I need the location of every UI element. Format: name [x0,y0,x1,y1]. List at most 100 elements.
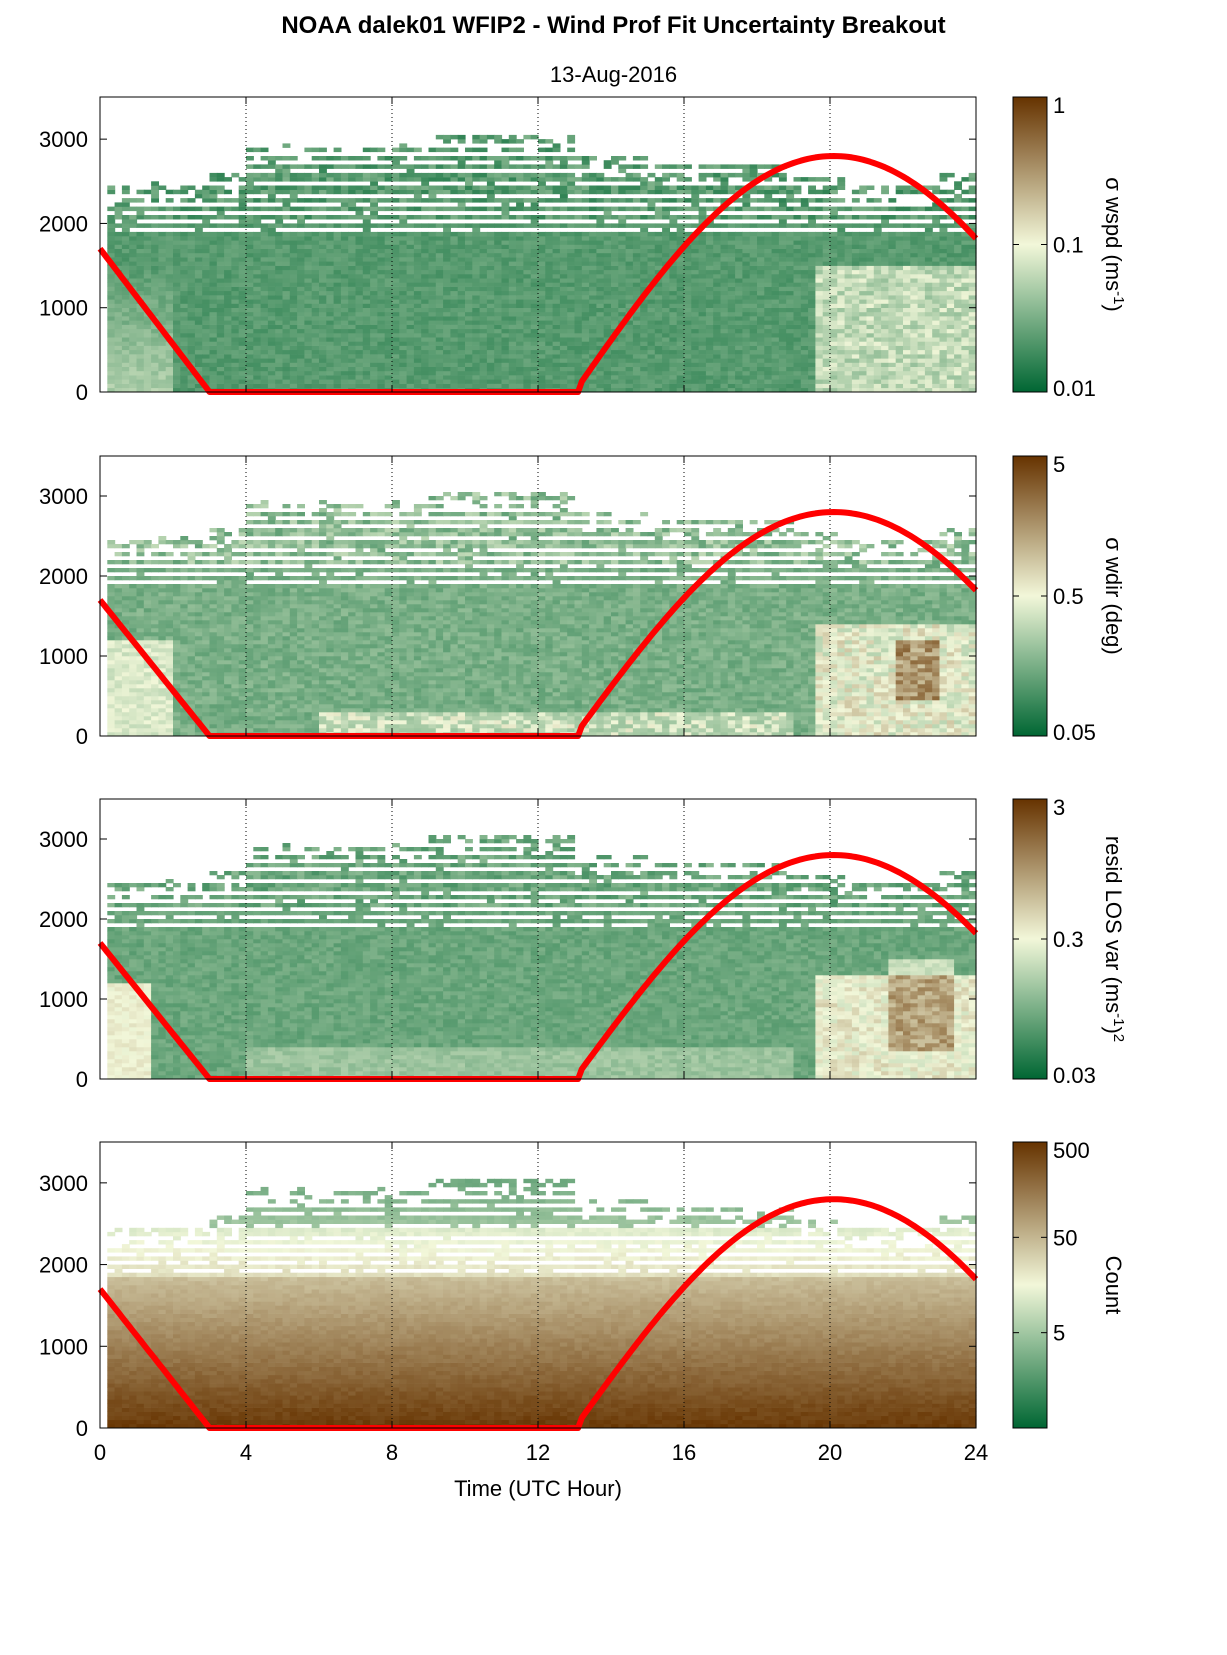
heatmap-cell [304,287,312,292]
heatmap-cell [275,358,283,363]
heatmap-cell [202,367,210,372]
heatmap-cell [224,320,232,325]
heatmap-cell [684,371,692,376]
heatmap-cell [662,316,670,321]
heatmap-cell [180,236,188,241]
heatmap-cell [596,308,604,313]
heatmap-cell [531,202,539,207]
heatmap-cell [407,190,415,195]
heatmap-cell [137,190,145,195]
heatmap-cell [487,304,495,309]
heatmap-cell [648,249,656,254]
heatmap-cell [443,329,451,334]
heatmap-cell [137,211,145,216]
heatmap-cell [210,308,218,313]
heatmap-cell [779,215,787,220]
heatmap-cell [823,341,831,346]
heatmap-cell [429,379,437,384]
heatmap-cell [370,173,378,178]
heatmap-cell [312,253,320,258]
heatmap-cell [815,274,823,279]
heatmap-cell [334,173,342,178]
heatmap-cell [414,266,422,271]
heatmap-cell [794,278,802,283]
heatmap-cell [801,245,809,250]
heatmap-cell [304,337,312,342]
heatmap-cell [246,375,254,380]
heatmap-cell [202,261,210,266]
heatmap-cell [808,215,816,220]
heatmap-cell [567,350,575,355]
heatmap-cell [509,135,517,140]
heatmap-cell [669,341,677,346]
heatmap-cell [772,274,780,279]
heatmap-cell [283,223,291,228]
heatmap-cell [268,223,276,228]
heatmap-cell [414,371,422,376]
heatmap-cell [721,379,729,384]
heatmap-cell [348,299,356,304]
heatmap-cell [502,190,510,195]
heatmap-cell [115,215,123,220]
heatmap-cell [231,367,239,372]
heatmap-cell [801,261,809,266]
heatmap-cell [275,156,283,161]
heatmap-cell [261,164,269,169]
heatmap-cell [487,295,495,300]
heatmap-cell [385,304,393,309]
heatmap-cell [341,299,349,304]
heatmap-cell [443,257,451,262]
heatmap-cell [158,384,166,389]
heatmap-cell [122,253,130,258]
heatmap-cell [334,320,342,325]
heatmap-cell [567,139,575,144]
heatmap-cell [377,257,385,262]
heatmap-cell [246,358,254,363]
heatmap-cell [691,304,699,309]
heatmap-cell [283,173,291,178]
heatmap-cell [217,261,225,266]
heatmap-cell [830,299,838,304]
heatmap-cell [319,363,327,368]
heatmap-cell [772,379,780,384]
heatmap-cell [458,308,466,313]
heatmap-cell [699,249,707,254]
heatmap-cell [436,299,444,304]
heatmap-cell [553,186,561,191]
heatmap-cell [596,257,604,262]
heatmap-cell [261,354,269,359]
heatmap-cell [268,173,276,178]
heatmap-cell [538,232,546,237]
heatmap-cell [319,190,327,195]
heatmap-cell [523,232,531,237]
heatmap-cell [261,337,269,342]
heatmap-cell [129,253,137,258]
heatmap-cell [808,320,816,325]
heatmap-cell [618,261,626,266]
heatmap-cell [319,148,327,153]
heatmap-cell [458,274,466,279]
heatmap-cell [859,325,867,330]
heatmap-cell [224,198,232,203]
heatmap-cell [231,249,239,254]
heatmap-cell [275,207,283,212]
heatmap-cell [246,266,254,271]
heatmap-cell [283,249,291,254]
heatmap-cell [429,320,437,325]
heatmap-cell [523,135,531,140]
heatmap-cell [502,198,510,203]
heatmap-cell [268,346,276,351]
heatmap-cell [436,304,444,309]
heatmap-cell [721,325,729,330]
heatmap-cell [786,320,794,325]
heatmap-cell [772,320,780,325]
heatmap-cell [567,379,575,384]
heatmap-cell [648,295,656,300]
heatmap-cell [494,215,502,220]
heatmap-cell [275,320,283,325]
heatmap-cell [472,304,480,309]
heatmap-cell [801,379,809,384]
heatmap-cell [356,304,364,309]
heatmap-cell [801,287,809,292]
heatmap-cell [407,173,415,178]
